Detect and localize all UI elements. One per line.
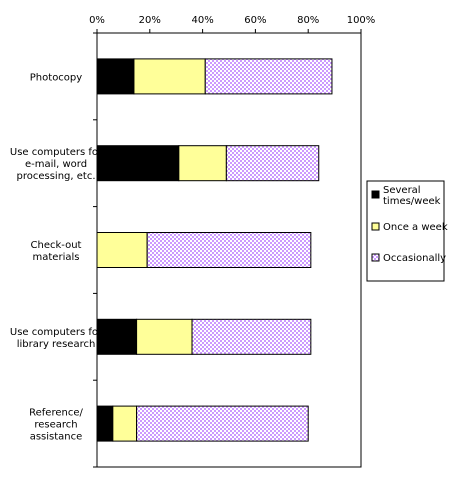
bar-segment-2-3 [225,145,320,182]
x-tick-label: 20% [139,15,161,26]
bar-segment-4-2 [136,318,193,355]
category-label: Check-out materials [31,240,82,263]
legend-label: Several times/week [383,185,441,207]
x-tick-label: 100% [347,15,376,26]
legend-label: Occasionally [383,253,446,264]
x-tick-label: 80% [297,15,319,26]
x-tick-label: 40% [191,15,213,26]
bar-segment-2-2 [178,145,227,182]
legend-swatch [371,190,380,199]
x-tick-label: 60% [244,15,266,26]
legend-box [366,180,445,282]
axes: 0% 20% 40% 60% 80% 100% [89,15,376,468]
bar-segment-4-3 [191,318,312,355]
bar-segment-2-1 [96,145,180,182]
category-label: Photocopy [30,72,82,83]
legend-label: Once a week [383,222,448,233]
category-label: Use computers for e-mail, word processing,… [10,147,103,182]
x-tick-label: 0% [89,15,105,26]
bar-segment-5-2 [112,405,138,442]
legend-swatch [371,222,380,231]
bar-segment-3-2 [96,232,148,268]
bar-segment-1-3 [204,58,333,95]
category-label: Use computers for library research [10,327,103,350]
bar-segment-5-3 [136,405,309,442]
legend: Several times/week Once a week Occasionally [366,180,448,282]
category-labels: Photocopy Use computers for e-mail, word pr… [10,72,103,442]
category-label: Reference/research assistance [29,408,83,443]
bar-segment-1-2 [133,58,206,95]
bar-segment-1-1 [96,58,135,95]
bars-group [96,58,333,442]
bar-segment-4-1 [96,318,138,355]
bar-segment-5-1 [96,405,114,442]
legend-swatch [371,253,380,262]
bar-segment-3-3 [146,232,312,268]
